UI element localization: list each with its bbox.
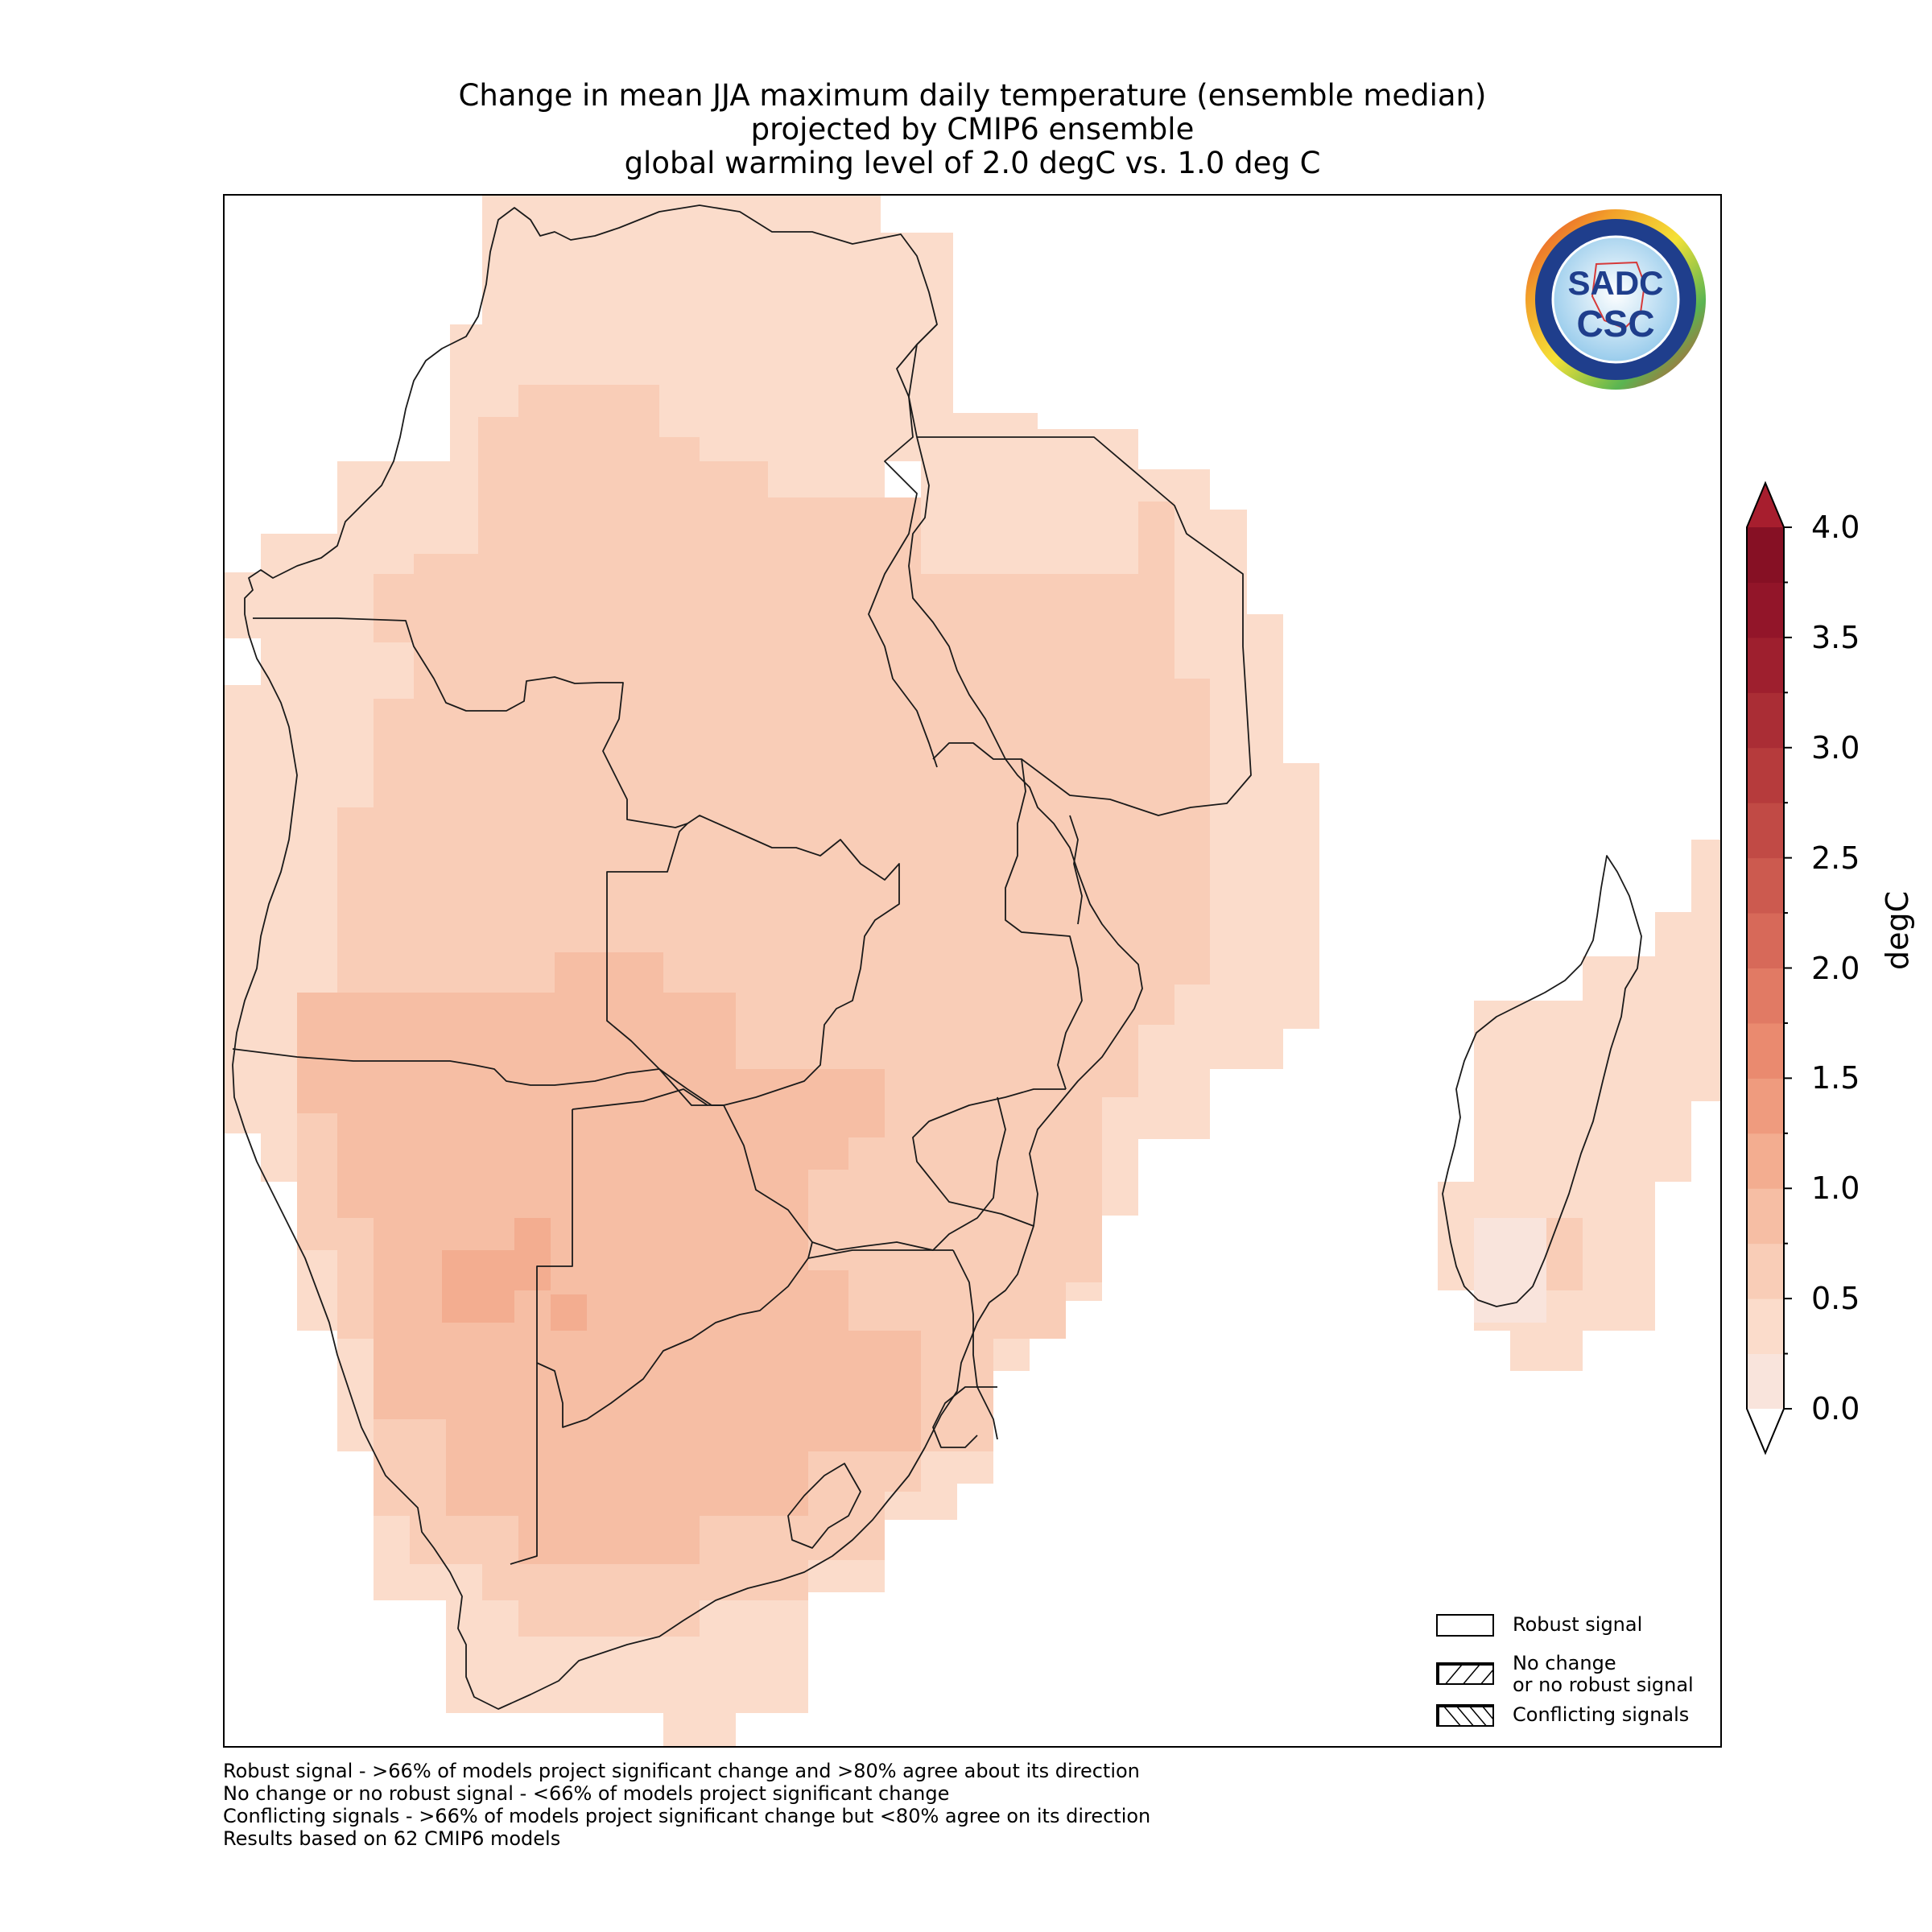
coastline-mainland [232, 204, 1143, 1710]
colorbar-segment [1747, 1243, 1784, 1299]
coastline-madagascar [1442, 855, 1642, 1307]
colorbar-tick-label: 2.5 [1811, 840, 1860, 876]
chart-title: Change in mean JJA maximum daily tempera… [223, 79, 1722, 180]
hotspot-field [297, 952, 921, 1564]
legend-item-robust: Robust signal [1436, 1614, 1710, 1662]
colorbar-segment [1747, 803, 1784, 859]
footnote-line: Results based on 62 CMIP6 models [223, 1827, 561, 1850]
colorbar-segment [1747, 1298, 1784, 1355]
colorbar [1746, 481, 1792, 1455]
madagascar-low-cells [1474, 1218, 1546, 1323]
colorbar-tick-label: 0.5 [1811, 1281, 1860, 1317]
title-line-1: Change in mean JJA maximum daily tempera… [458, 78, 1487, 113]
colorbar-segment [1747, 1078, 1784, 1134]
colorbar-tick-label: 1.5 [1811, 1060, 1860, 1096]
colorbar-tick-label: 3.5 [1811, 619, 1860, 655]
colorbar-tick-label: 1.0 [1811, 1170, 1860, 1207]
border-angola-drc [253, 617, 688, 828]
border-zambia [606, 815, 900, 1106]
colorbar-extend-max [1747, 483, 1784, 527]
legend-item-no-change: No change or no robust signal [1436, 1652, 1710, 1703]
border-sa-mozambique [932, 1249, 998, 1448]
border-lesotho [787, 1463, 861, 1549]
colorbar-segment [1747, 1133, 1784, 1189]
legend-item-conflicting: Conflicting signals [1436, 1704, 1710, 1752]
legend-swatch-robust [1436, 1614, 1494, 1637]
legend-swatch-conflicting [1436, 1704, 1494, 1727]
colorbar-segments [1746, 481, 1785, 1455]
madagascar-warm-cell [1546, 1218, 1583, 1290]
colorbar-segment [1747, 527, 1784, 583]
footnote-line: Robust signal - >66% of models project s… [223, 1760, 1140, 1782]
colorbar-segment [1747, 637, 1784, 693]
colorbar-segment [1747, 913, 1784, 968]
colorbar-ticks [1784, 526, 1792, 1410]
colorbar-extend-min [1747, 1409, 1784, 1453]
svg-text:CSC: CSC [1576, 303, 1654, 345]
hot-cell [551, 1294, 587, 1331]
colorbar-segment [1747, 1188, 1784, 1245]
legend-label-conflicting: Conflicting signals [1513, 1703, 1690, 1726]
footnote-line: Conflicting signals - >66% of models pro… [223, 1805, 1151, 1827]
border-namibia-botswana [232, 1048, 724, 1565]
colorbar-segment [1747, 857, 1784, 914]
hot-cell [442, 1250, 514, 1323]
colorbar-segment [1747, 1353, 1784, 1410]
colorbar-segment [1747, 582, 1784, 638]
hot-cell [514, 1218, 551, 1290]
lake-malawi [1069, 815, 1083, 925]
colorbar-tick-label: 2.0 [1811, 950, 1860, 986]
legend-label-robust: Robust signal [1513, 1613, 1643, 1636]
colorbar-tick-label: 3.0 [1811, 729, 1860, 766]
border-mozambique [912, 1088, 1066, 1227]
legend-swatch-no-change [1436, 1662, 1494, 1685]
colorbar-tick-label: 0.0 [1811, 1391, 1860, 1426]
svg-text:SADC: SADC [1567, 264, 1663, 302]
border-drc-east [868, 324, 938, 768]
field-cells [225, 196, 1720, 1746]
country-borders [232, 204, 1642, 1710]
map-panel [223, 194, 1722, 1748]
colorbar-unit-label: degC [1880, 890, 1915, 970]
colorbar-segment [1747, 968, 1784, 1024]
title-line-2: projected by CMIP6 ensemble [750, 112, 1195, 147]
legend-label-no-change: No change or no robust signal [1513, 1652, 1694, 1696]
footnotes: Robust signal - >66% of models project s… [223, 1760, 1150, 1850]
colorbar-segment [1747, 692, 1784, 749]
border-tanzania [917, 436, 1252, 816]
footnote-line: No change or no robust signal - <66% of … [223, 1782, 950, 1805]
colorbar-tick-label: 4.0 [1811, 510, 1860, 545]
map-canvas [225, 196, 1720, 1746]
border-botswana-sa [536, 1241, 953, 1428]
colorbar-segment [1747, 1022, 1784, 1079]
title-line-3: global warming level of 2.0 degC vs. 1.0… [624, 146, 1321, 180]
border-malawi [1005, 758, 1083, 1090]
border-zimbabwe [723, 1096, 1006, 1251]
colorbar-segment [1747, 747, 1784, 803]
sadc-csc-logo: SADC CSC [1525, 209, 1706, 390]
